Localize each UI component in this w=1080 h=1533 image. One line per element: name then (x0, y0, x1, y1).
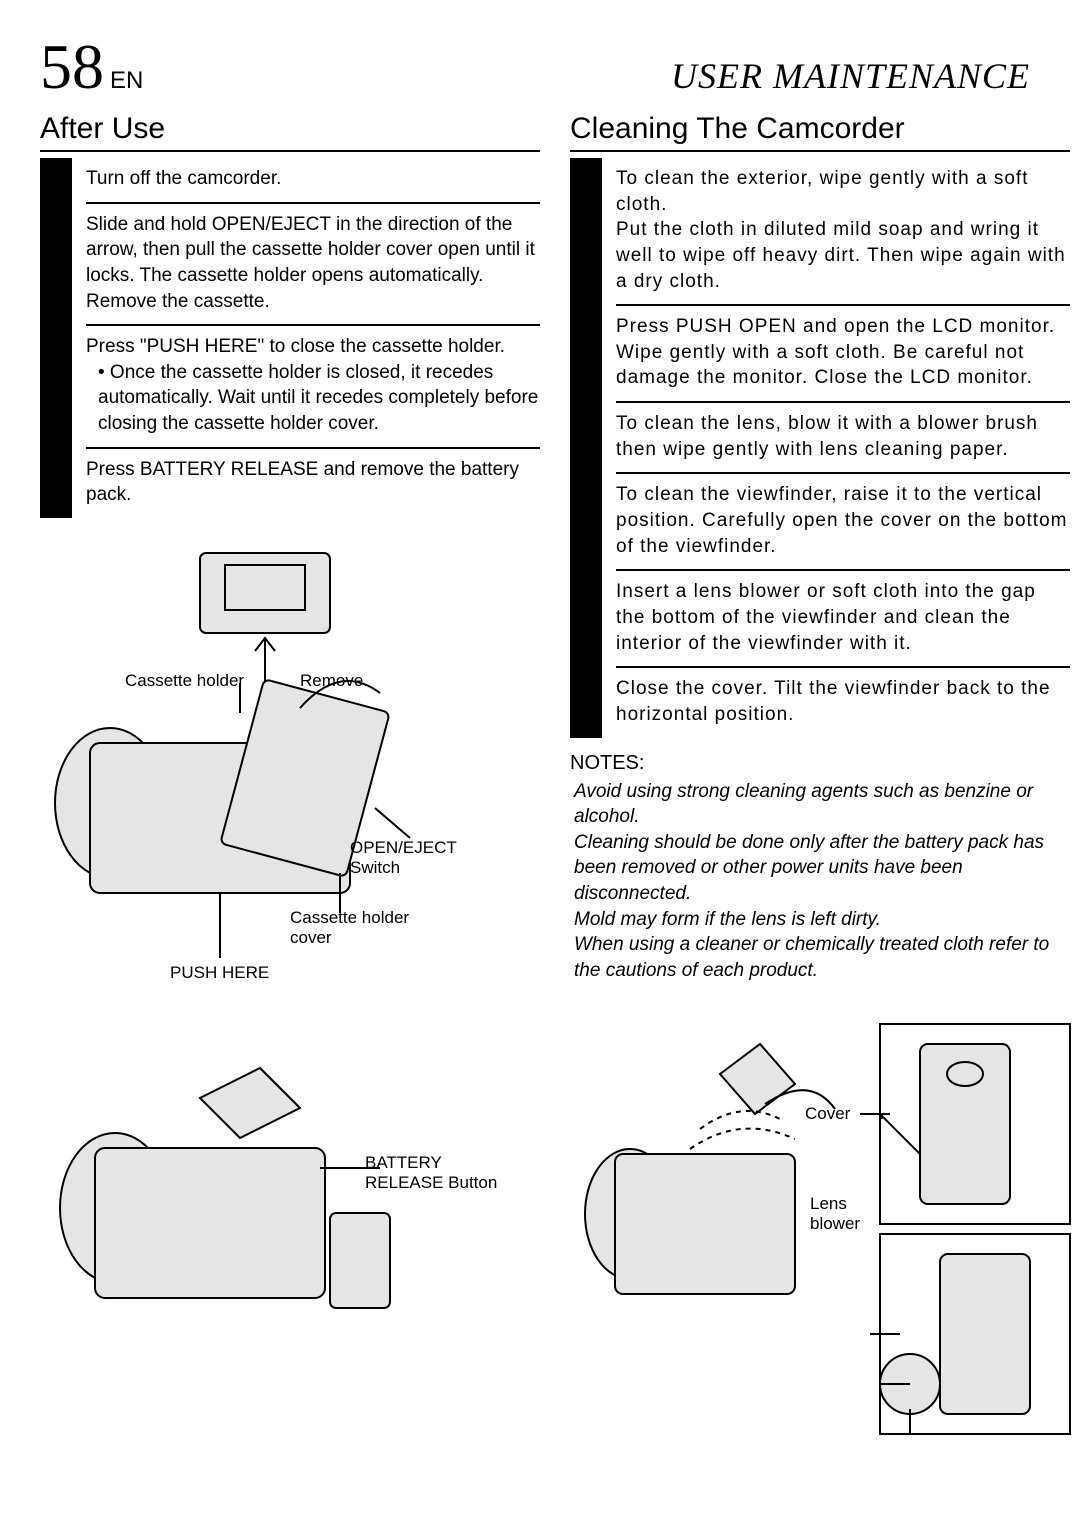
page-lang: EN (110, 67, 143, 94)
label-remove: Remove. (300, 671, 368, 691)
left-column: After Use Turn off the camcorder. Slide … (40, 112, 540, 1444)
right-step-4: To clean the viewfinder, raise it to the… (616, 474, 1070, 571)
left-step-sidebar (40, 158, 72, 518)
page-header: 58EN USER MAINTENANCE (40, 30, 1070, 104)
left-step-3: Press "PUSH HERE" to close the cassette … (86, 326, 540, 449)
left-step-3-sub: • Once the cassette holder is closed, it… (86, 360, 540, 437)
label-cassette-holder: Cassette holder (125, 671, 244, 691)
figure-cassette: Cassette holder Remove. OPEN/EJECT Switc… (40, 543, 540, 1013)
content-columns: After Use Turn off the camcorder. Slide … (40, 112, 1070, 1444)
right-step-sidebar (570, 158, 602, 738)
label-cover: Cover (805, 1104, 850, 1124)
left-steps: Turn off the camcorder. Slide and hold O… (40, 158, 540, 518)
right-steps: To clean the exterior, wipe gently with … (570, 158, 1070, 738)
label-push-here: PUSH HERE (170, 963, 269, 983)
right-step-2: Press PUSH OPEN and open the LCD monitor… (616, 306, 1070, 403)
page-number: 58 (40, 31, 104, 102)
right-step-3: To clean the lens, blow it with a blower… (616, 403, 1070, 474)
left-step-1: Turn off the camcorder. (86, 158, 540, 204)
right-step-1: To clean the exterior, wipe gently with … (616, 158, 1070, 306)
page-number-block: 58EN (40, 30, 143, 104)
left-step-2: Slide and hold OPEN/EJECT in the directi… (86, 204, 540, 327)
notes-heading: NOTES: (570, 752, 1070, 775)
cassette-illustration (40, 543, 510, 1013)
right-step-5: Insert a lens blower or soft cloth into … (616, 571, 1070, 668)
notes-body: Avoid using strong cleaning agents such … (570, 779, 1070, 984)
right-heading: Cleaning The Camcorder (570, 112, 1070, 152)
figure-battery: BATTERY RELEASE Button (40, 1038, 540, 1338)
left-step-4: Press BATTERY RELEASE and remove the bat… (86, 449, 540, 518)
left-heading: After Use (40, 112, 540, 152)
right-column: Cleaning The Camcorder To clean the exte… (570, 112, 1070, 1444)
right-step-6: Close the cover. Tilt the viewfinder bac… (616, 668, 1070, 737)
left-step-3-text: Press "PUSH HERE" to close the cassette … (86, 336, 505, 357)
label-lens-blower: Lens blower (810, 1194, 870, 1235)
figure-viewfinder: Cover Lens blower (570, 1014, 1070, 1444)
label-open-eject: OPEN/EJECT Switch (350, 838, 460, 879)
label-battery-release: BATTERY RELEASE Button (365, 1153, 505, 1194)
section-title: USER MAINTENANCE (671, 55, 1030, 97)
label-cassette-cover: Cassette holder cover (290, 908, 430, 949)
